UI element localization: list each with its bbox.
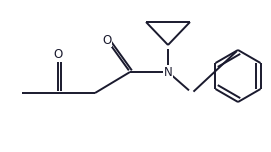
Text: O: O [102, 33, 112, 47]
Text: N: N [164, 66, 172, 78]
Text: O: O [53, 48, 63, 62]
